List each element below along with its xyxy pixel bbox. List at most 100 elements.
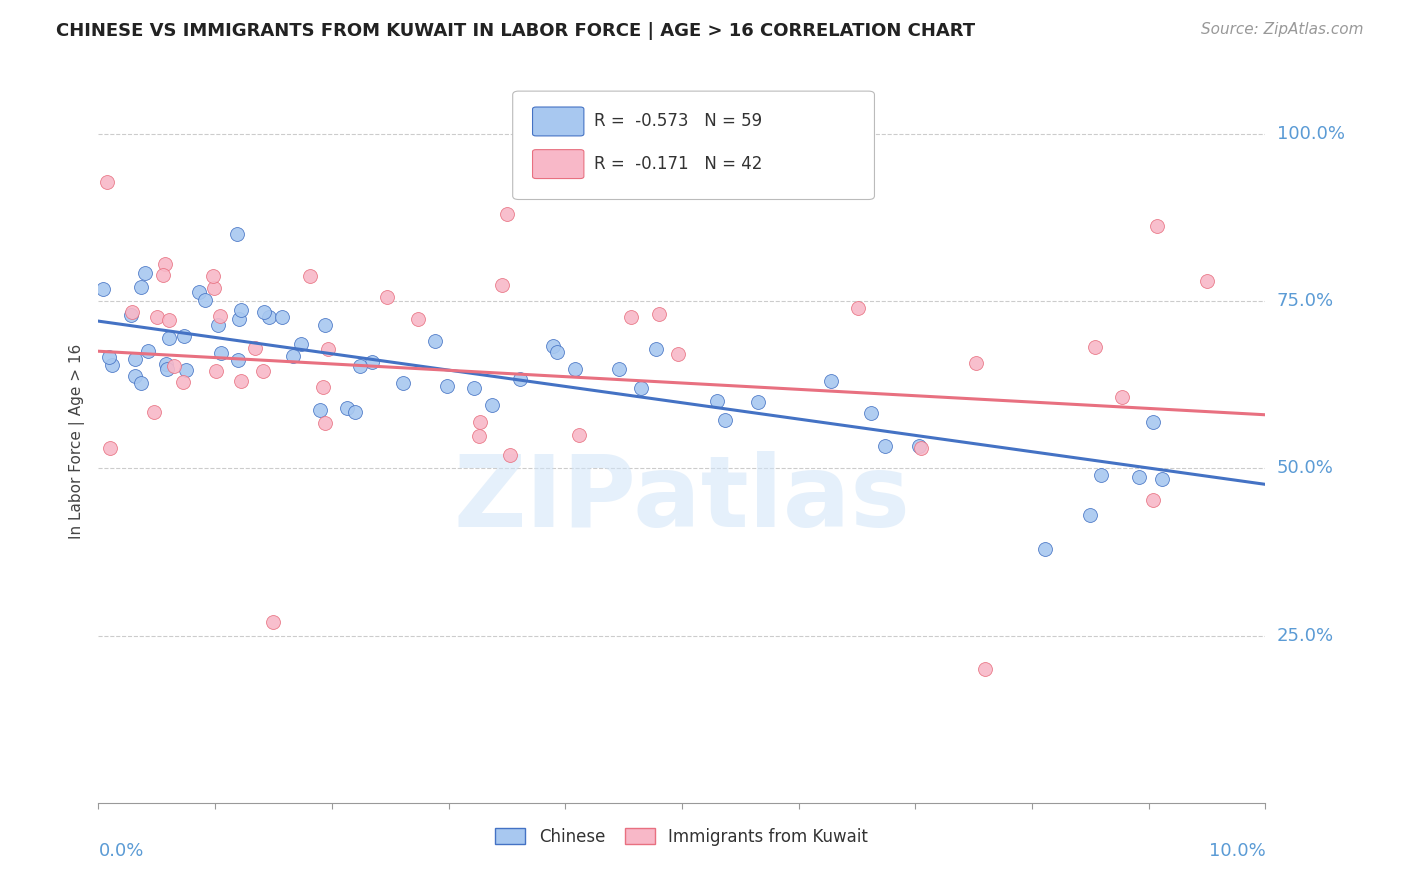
Point [163,359,186,374]
Point [129,279,152,293]
Point [204,364,226,378]
Point [375,290,398,304]
Point [188,285,211,299]
Point [713,413,735,427]
Point [1084,340,1107,354]
Point [228,312,250,326]
Point [100,441,122,455]
Point [436,378,458,392]
Point [299,268,322,283]
Point [226,353,249,368]
Point [974,662,997,676]
Text: 10.0%: 10.0% [1209,842,1265,860]
Point [155,362,177,376]
Point [231,303,253,318]
Point [124,368,146,383]
Point [543,339,565,353]
Point [245,341,267,355]
Point [312,380,335,394]
Text: 50.0%: 50.0% [1277,459,1333,477]
Point [225,227,247,242]
FancyBboxPatch shape [533,107,583,136]
Point [907,440,929,454]
Point [290,337,312,351]
Point [281,349,304,363]
Point [194,293,217,308]
Point [491,277,513,292]
Point [423,334,446,348]
Point [101,358,124,372]
Point [820,374,842,388]
Point [1080,508,1102,523]
Point [1142,493,1164,508]
Point [1033,541,1056,556]
Text: R =  -0.573   N = 59: R = -0.573 N = 59 [595,112,762,130]
Point [96,175,118,189]
Point [645,342,668,356]
Point [619,310,641,325]
Point [253,304,276,318]
Point [314,416,336,430]
Point [343,405,366,419]
Point [647,307,669,322]
Point [468,429,491,443]
Point [1128,470,1150,484]
Point [349,359,371,373]
Point [153,257,176,271]
Point [1142,415,1164,429]
Point [129,376,152,390]
Point [262,615,284,630]
Point [173,329,195,343]
Point [146,310,169,325]
Point [468,415,491,429]
Point [152,268,174,282]
Point [1146,219,1168,233]
Point [121,304,143,318]
Point [747,395,769,409]
Point [706,394,728,409]
Point [136,343,159,358]
Point [208,310,231,324]
Point [1111,390,1133,404]
Point [406,312,429,326]
Point [259,310,281,324]
Point [568,428,591,442]
Point [209,346,232,360]
Point [336,401,359,416]
Text: 25.0%: 25.0% [1277,626,1334,645]
Point [564,362,586,376]
Point [1090,467,1112,482]
Text: Source: ZipAtlas.com: Source: ZipAtlas.com [1201,22,1364,37]
FancyBboxPatch shape [533,150,583,178]
Text: R =  -0.171   N = 42: R = -0.171 N = 42 [595,155,763,173]
Point [860,406,883,420]
Point [270,310,292,325]
Text: CHINESE VS IMMIGRANTS FROM KUWAIT IN LABOR FORCE | AGE > 16 CORRELATION CHART: CHINESE VS IMMIGRANTS FROM KUWAIT IN LAB… [56,22,976,40]
Point [309,403,332,417]
Text: 100.0%: 100.0% [1277,125,1344,143]
Point [392,376,415,391]
Text: ZIPatlas: ZIPatlas [454,450,910,548]
Point [666,347,689,361]
Point [159,330,181,344]
Point [174,363,197,377]
Point [229,374,252,388]
Text: 75.0%: 75.0% [1277,292,1334,310]
Point [252,364,274,378]
Point [1152,472,1174,486]
Point [155,357,177,371]
Point [360,354,382,368]
Point [91,282,114,296]
Legend: Chinese, Immigrants from Kuwait: Chinese, Immigrants from Kuwait [489,821,875,852]
Point [498,448,520,462]
Point [630,380,652,394]
Text: 0.0%: 0.0% [98,842,143,860]
Point [607,362,630,376]
Point [124,351,146,366]
Point [873,439,896,453]
Point [172,375,194,389]
Point [1195,274,1218,288]
Point [965,356,987,370]
Point [120,308,142,322]
FancyBboxPatch shape [513,91,875,200]
